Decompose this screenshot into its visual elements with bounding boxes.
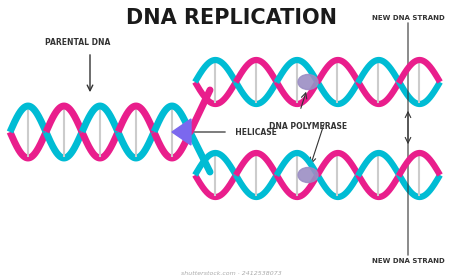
Ellipse shape — [298, 74, 318, 90]
Polygon shape — [172, 119, 191, 145]
Ellipse shape — [298, 167, 318, 183]
Text: HELICASE: HELICASE — [230, 127, 277, 137]
Text: DNA POLYMERASE: DNA POLYMERASE — [269, 122, 347, 131]
Text: DNA REPLICATION: DNA REPLICATION — [126, 8, 336, 28]
Text: PARENTAL DNA: PARENTAL DNA — [45, 38, 111, 47]
Text: shutterstock.com · 2412538073: shutterstock.com · 2412538073 — [181, 271, 281, 276]
Text: NEW DNA STRAND: NEW DNA STRAND — [371, 258, 444, 264]
Text: NEW DNA STRAND: NEW DNA STRAND — [371, 15, 444, 21]
